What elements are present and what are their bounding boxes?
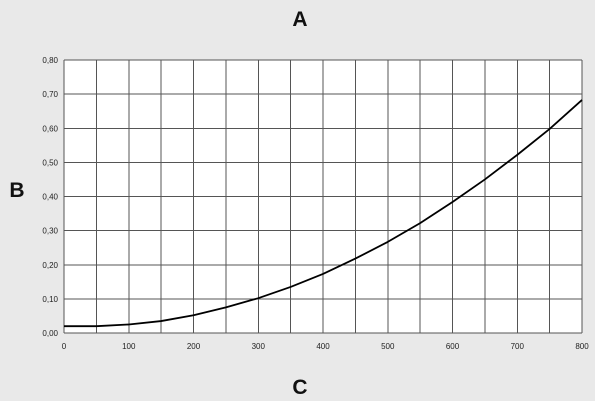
x-tick-label-6: 600 <box>446 342 460 351</box>
x-axis-label: C <box>292 376 307 399</box>
series-group <box>64 99 583 328</box>
y-tick-label-7: 0,70 <box>42 90 58 99</box>
y-tick-label-4: 0,40 <box>42 193 58 202</box>
grid-lines <box>63 59 583 334</box>
y-tick-label-8: 0,80 <box>42 56 58 65</box>
y-tick-label-1: 0,10 <box>42 295 58 304</box>
y-tick-label-2: 0,20 <box>42 261 58 270</box>
y-tick-label-6: 0,60 <box>42 124 58 133</box>
series-line-0 <box>64 99 583 328</box>
chart-title: A <box>292 8 307 31</box>
y-axis-label: B <box>9 179 24 202</box>
x-tick-label-7: 700 <box>511 342 525 351</box>
x-tick-label-5: 500 <box>381 342 395 351</box>
x-tick-label-4: 400 <box>316 342 330 351</box>
y-tick-label-0: 0,00 <box>42 329 58 338</box>
x-tick-label-8: 800 <box>575 342 589 351</box>
x-tick-label-2: 200 <box>187 342 201 351</box>
y-tick-label-5: 0,50 <box>42 158 58 167</box>
y-axis-tick-labels: 0,00 0,10 0,20 0,30 0,40 0,50 0,60 0,70 0,80 <box>42 56 58 338</box>
x-tick-label-0: 0 <box>62 342 67 351</box>
x-tick-label-3: 300 <box>252 342 266 351</box>
x-axis-tick-labels: 0 100 200 300 400 500 600 700 800 <box>62 342 589 351</box>
y-tick-label-3: 0,30 <box>42 227 58 236</box>
x-tick-label-1: 100 <box>122 342 136 351</box>
